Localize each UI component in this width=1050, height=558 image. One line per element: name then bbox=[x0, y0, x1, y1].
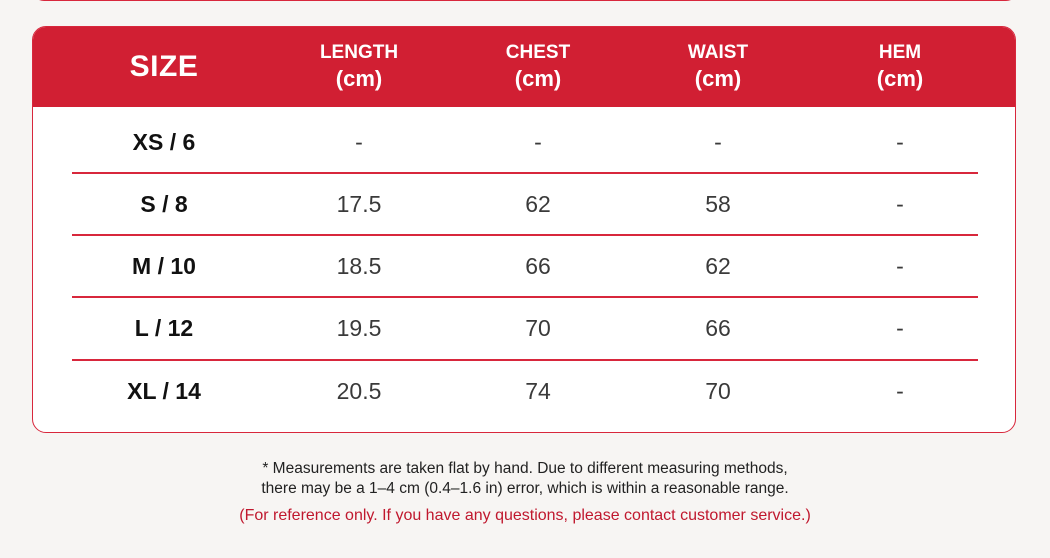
header-chest: CHEST (cm) bbox=[506, 27, 570, 107]
header-hem-label: HEM bbox=[878, 42, 922, 63]
cell-size: XL / 14 bbox=[127, 378, 201, 404]
table-row: L / 12 19.5 70 66 - bbox=[33, 297, 1015, 359]
header-waist: WAIST (cm) bbox=[688, 27, 748, 107]
cell-waist: - bbox=[714, 129, 722, 155]
measurement-note-line-1: * Measurements are taken flat by hand. D… bbox=[262, 460, 788, 477]
header-hem-unit: (cm) bbox=[876, 66, 924, 91]
cell-waist: 58 bbox=[705, 191, 731, 217]
cell-hem: - bbox=[896, 315, 904, 341]
header-waist-unit: (cm) bbox=[694, 66, 742, 91]
row-divider bbox=[72, 234, 978, 236]
cell-chest: 70 bbox=[525, 315, 551, 341]
cell-hem: - bbox=[896, 191, 904, 217]
cell-size: XS / 6 bbox=[132, 129, 196, 155]
cell-chest: 74 bbox=[525, 378, 551, 404]
header-length: LENGTH (cm) bbox=[320, 27, 398, 107]
cell-hem: - bbox=[896, 253, 904, 279]
cell-chest: 62 bbox=[525, 191, 551, 217]
reference-note: (For reference only. If you have any que… bbox=[239, 507, 811, 524]
header-size: SIZE bbox=[130, 27, 199, 107]
previous-card-edge bbox=[32, 0, 1018, 1]
cell-size: M / 10 bbox=[132, 253, 196, 279]
table-row: XS / 6 - - - - bbox=[33, 111, 1015, 173]
header-length-unit: (cm) bbox=[335, 66, 383, 91]
cell-waist: 62 bbox=[705, 253, 731, 279]
cell-length: 19.5 bbox=[336, 315, 382, 341]
size-chart-card: SIZE LENGTH (cm) CHEST (cm) WAIST (cm) H… bbox=[32, 26, 1016, 433]
cell-chest: - bbox=[534, 129, 542, 155]
row-divider bbox=[72, 296, 978, 298]
cell-length: 18.5 bbox=[336, 253, 382, 279]
header-size-label: SIZE bbox=[129, 50, 199, 83]
cell-hem: - bbox=[896, 378, 904, 404]
table-header: SIZE LENGTH (cm) CHEST (cm) WAIST (cm) H… bbox=[33, 27, 1015, 107]
cell-chest: 66 bbox=[525, 253, 551, 279]
header-hem: HEM (cm) bbox=[877, 27, 923, 107]
header-chest-label: CHEST bbox=[505, 42, 571, 63]
cell-length: 17.5 bbox=[336, 191, 382, 217]
measurement-note-line-2: there may be a 1–4 cm (0.4–1.6 in) error… bbox=[261, 480, 789, 497]
cell-size: S / 8 bbox=[140, 191, 188, 217]
cell-size: L / 12 bbox=[134, 315, 194, 341]
cell-hem: - bbox=[896, 129, 904, 155]
cell-length: - bbox=[355, 129, 363, 155]
table-row: S / 8 17.5 62 58 - bbox=[33, 173, 1015, 235]
table-row: XL / 14 20.5 74 70 - bbox=[33, 360, 1015, 422]
header-length-label: LENGTH bbox=[319, 42, 399, 63]
row-divider bbox=[72, 359, 978, 361]
header-chest-unit: (cm) bbox=[514, 66, 562, 91]
header-waist-label: WAIST bbox=[687, 42, 749, 63]
row-divider bbox=[72, 172, 978, 174]
table-row: M / 10 18.5 66 62 - bbox=[33, 235, 1015, 297]
cell-waist: 70 bbox=[705, 378, 731, 404]
cell-waist: 66 bbox=[705, 315, 731, 341]
cell-length: 20.5 bbox=[336, 378, 382, 404]
